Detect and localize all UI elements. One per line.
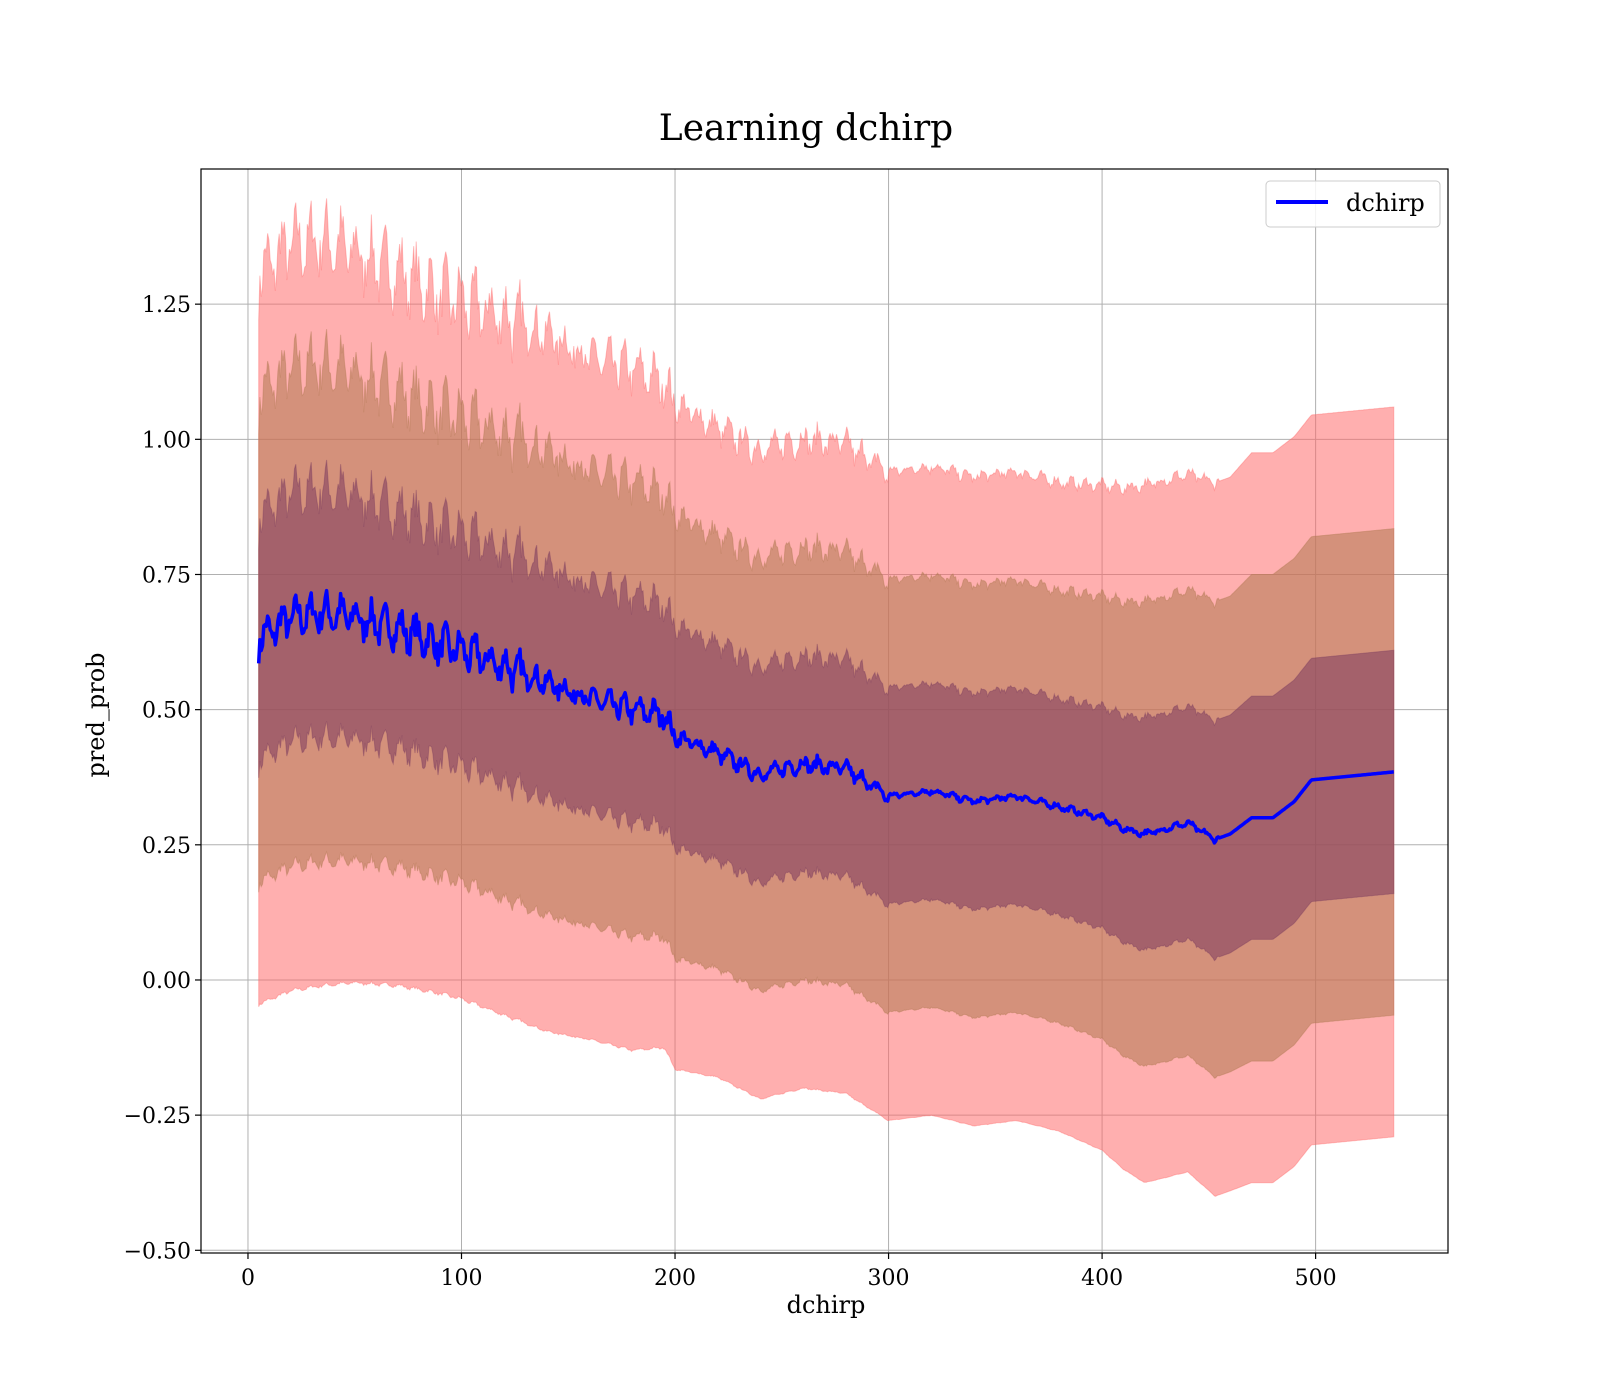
x-axis: 0 100 200 300 400 500 bbox=[241, 1253, 1337, 1291]
x-tick-label: 300 bbox=[868, 1266, 910, 1291]
y-tick-label: −0.50 bbox=[124, 1239, 191, 1264]
bands bbox=[258, 198, 1395, 1197]
x-tick-label: 100 bbox=[441, 1266, 483, 1291]
plot-area bbox=[200, 168, 1449, 1254]
y-tick-label: 0.00 bbox=[142, 969, 191, 994]
y-tick-label: 0.25 bbox=[142, 834, 191, 859]
y-tick-label: 0.75 bbox=[142, 563, 191, 588]
x-tick-label: 400 bbox=[1081, 1266, 1123, 1291]
x-tick-label: 500 bbox=[1295, 1266, 1337, 1291]
legend: dchirp bbox=[1265, 180, 1441, 228]
y-axis: −0.50 −0.25 0.00 0.25 0.50 0.75 1.00 1.25 bbox=[124, 293, 201, 1264]
plot-frame bbox=[200, 168, 1449, 1254]
chart-title: Learning dchirp bbox=[659, 108, 953, 149]
y-tick-label: −0.25 bbox=[124, 1104, 191, 1129]
series-line-dchirp bbox=[256, 588, 1395, 845]
series-layer bbox=[256, 588, 1395, 845]
y-tick-label: 0.50 bbox=[142, 699, 191, 724]
y-tick-label: 1.00 bbox=[142, 428, 191, 453]
x-tick-label: 0 bbox=[241, 1266, 255, 1291]
y-tick-label: 1.25 bbox=[142, 293, 191, 318]
legend-label: dchirp bbox=[1346, 189, 1425, 217]
x-tick-label: 200 bbox=[654, 1266, 696, 1291]
x-axis-label: dchirp bbox=[787, 1291, 866, 1319]
legend-box bbox=[1265, 180, 1441, 228]
band-1sigma bbox=[258, 459, 1395, 962]
y-axis-label: pred_prob bbox=[82, 652, 110, 777]
